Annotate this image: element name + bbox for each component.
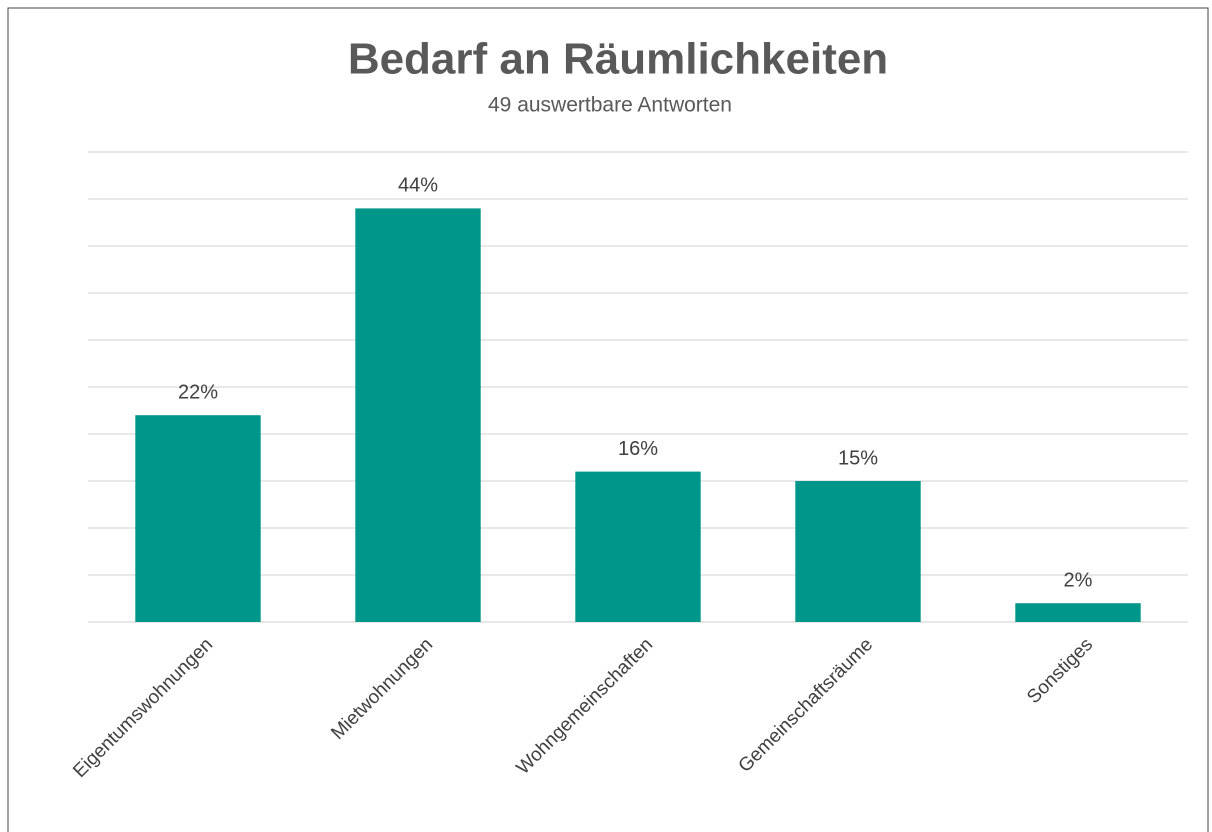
chart-subtitle: 49 auswertbare Antworten <box>488 94 732 117</box>
data-label: 44% <box>398 175 438 197</box>
chart-title: Bedarf an Räumlichkeiten <box>348 35 888 84</box>
data-label: 22% <box>178 381 218 403</box>
bar <box>795 481 921 622</box>
bar <box>355 208 481 622</box>
data-label: 15% <box>838 447 878 469</box>
data-label: 16% <box>618 438 658 460</box>
bar <box>135 415 261 622</box>
bar <box>575 471 701 622</box>
data-label: 2% <box>1064 569 1093 591</box>
bar <box>1015 603 1141 622</box>
